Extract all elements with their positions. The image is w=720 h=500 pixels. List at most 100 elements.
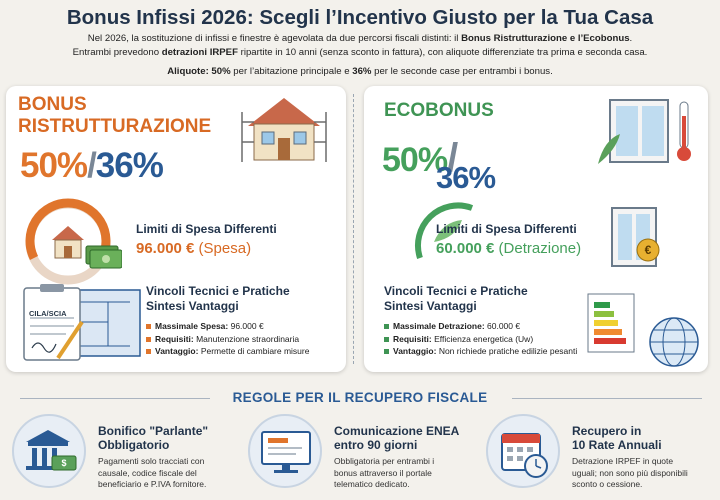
rule-text: Detrazione IRPEF in quote uguali; non son… <box>572 456 688 491</box>
ecobonus-card: Ecobonus 50%/ 36% € Limiti di Spesa Diff… <box>364 86 708 372</box>
rule-text-line2: uguali; non sono più disponibili <box>572 467 688 478</box>
rules-title: Regole per il Recupero Fiscale <box>232 390 488 405</box>
advantages-list: Massimale Spesa: 96.000 € Requisiti: Man… <box>146 320 309 358</box>
svg-text:$: $ <box>61 458 66 468</box>
rule-heading: Comunicazione ENEA entro 90 giorni <box>334 424 459 452</box>
rate-secondary: 36% <box>436 160 496 195</box>
rule-heading: Bonifico "Parlante" Obbligatorio <box>98 424 208 452</box>
list-item: Requisiti: Efficienza energetica (Uw) <box>384 333 577 346</box>
rule-item-enea: Comunicazione ENEA entro 90 giorni Obblig… <box>248 414 478 500</box>
intro-line1-a: Nel 2026, la sostituzione di infissi e f… <box>87 33 462 44</box>
rates-b: per l’abitazione principale e <box>230 66 353 77</box>
rates-a: Aliquote: 50% <box>167 66 231 77</box>
bullet-key: Requisiti: <box>393 333 432 344</box>
bullet-key: Massimale Detrazione: <box>393 321 485 331</box>
spending-ring-icon <box>25 198 122 285</box>
svg-text:€: € <box>645 243 652 257</box>
rule-heading-line1: Bonifico "Parlante" <box>98 424 209 438</box>
rate-separator: / <box>447 136 458 180</box>
bonus-ristrutturazione-card: Bonus Ristrutturazione 50%/36% Limiti di… <box>6 86 346 372</box>
rule-text-line1: Obbligatoria per entrambi i <box>334 456 435 466</box>
rule-text-line3: beneficiario e P.IVA fornitore. <box>98 479 207 489</box>
rule-heading: Recupero in 10 Rate Annuali <box>572 424 662 452</box>
rate-secondary: 36% <box>95 146 164 185</box>
card-title: Ecobonus <box>384 100 494 121</box>
rule-text: Obbligatoria per entrambi i bonus attrave… <box>334 456 434 491</box>
list-item: Vantaggio: Non richiede pratiche edilizi… <box>384 345 577 358</box>
rule-text-line2: bonus attraverso il portale <box>334 467 432 478</box>
rule-heading-line1: Recupero in <box>572 424 642 438</box>
rule-circle <box>12 414 86 488</box>
spending-limit-note: (Detrazione) <box>494 240 582 257</box>
vincoli-title-line2: Sintesi Vantaggi <box>384 299 477 313</box>
rates-d: per le seconde case per entrambi i bonus… <box>371 66 553 77</box>
bullet-key: Requisiti: <box>155 333 194 344</box>
limits-title: Limiti di Spesa Differenti <box>136 222 277 236</box>
rates-line: Aliquote: 50% per l’abitazione principal… <box>0 66 720 77</box>
cards-divider <box>353 94 354 364</box>
rates-percent: 50%/36% <box>20 146 164 186</box>
intro-line2-bold: detrazioni IRPEF <box>161 47 238 58</box>
rate-primary: 50% <box>382 141 448 179</box>
vincoli-title-line1: Vincoli Tecnici e Pratiche <box>384 284 528 298</box>
rates-percent: 50%/ <box>382 136 458 181</box>
spending-limit-value: 96.000 € <box>136 240 195 257</box>
list-item: Vantaggio: Permette di cambiare misure <box>146 345 309 358</box>
rule-text-line3: telematico dedicato. <box>334 479 410 489</box>
bullet-value: 96.000 € <box>228 321 264 331</box>
window-thermometer-icon <box>598 99 691 164</box>
limits-title: Limiti di Spesa Differenti <box>436 222 577 236</box>
rule-text: Pagamenti solo tracciati con causale, cod… <box>98 456 206 491</box>
vincoli-title: Vincoli Tecnici e Pratiche Sintesi Vantag… <box>384 284 528 314</box>
document-label: CILA/SCIA <box>29 309 67 318</box>
intro-line1-end: . <box>629 33 633 44</box>
house-scaffold-icon <box>241 98 327 162</box>
card-title: Bonus Ristrutturazione <box>18 94 211 138</box>
bullet-key: Vantaggio: <box>155 346 199 357</box>
rate-primary: 50% <box>20 146 88 185</box>
spending-limit-value: 60.000 € <box>436 240 495 257</box>
list-item: Requisiti: Manutenzione straordinaria <box>146 333 309 346</box>
rule-text-line1: Detrazione IRPEF in quote <box>572 456 674 466</box>
rule-heading-line1: Comunicazione ENEA <box>334 424 460 438</box>
energy-rating-icon <box>587 293 699 367</box>
spending-limit-note: (Spesa) <box>194 240 252 257</box>
rule-text-line1: Pagamenti solo tracciati con <box>98 456 205 466</box>
rules-line-right <box>512 398 702 399</box>
window-euro-icon: € <box>611 207 660 267</box>
list-item: Massimale Spesa: 96.000 € <box>146 320 309 333</box>
intro-line1-bold: Bonus Ristrutturazione e l’Ecobonus <box>461 33 630 44</box>
bullet-value: Manutenzione straordinaria <box>193 333 300 344</box>
rule-text-line2: causale, codice fiscale del <box>98 467 197 478</box>
list-item: Massimale Detrazione: 60.000 € <box>384 320 577 333</box>
bullet-value: Efficienza energetica (Uw) <box>431 333 534 344</box>
bullet-key: Vantaggio: <box>393 346 437 357</box>
rule-text-line3: sconto o cessione. <box>572 479 643 489</box>
bullet-value: 60.000 € <box>484 321 521 331</box>
rule-heading-line2: Obbligatorio <box>98 438 170 452</box>
vincoli-title-line1: Vincoli Tecnici e Pratiche <box>146 284 290 298</box>
vincoli-title-line2: Sintesi Vantaggi <box>146 299 239 313</box>
rules-line-left <box>20 398 210 399</box>
bullet-key: Massimale Spesa: <box>155 321 229 331</box>
rule-heading-line2: entro 90 giorni <box>334 438 418 452</box>
rates-c: 36% <box>352 66 372 77</box>
bullet-value: Non richiede pratiche edilizie pesanti <box>436 346 578 357</box>
leaf-arc-icon <box>415 202 474 259</box>
rule-heading-line2: 10 Rate Annuali <box>572 438 662 452</box>
computer-icon <box>261 431 311 473</box>
bullet-value: Permette di cambiare misure <box>198 346 310 357</box>
rule-item-bonifico: $ Bonifico "Parlante" Obbligatorio Pagame… <box>12 414 232 500</box>
card-title-line1: Bonus <box>18 94 87 115</box>
page-title: Bonus Infissi 2026: Scegli l’Incentivo G… <box>66 6 654 29</box>
rate-separator: / <box>87 146 97 185</box>
vincoli-title: Vincoli Tecnici e Pratiche Sintesi Vantag… <box>146 284 290 314</box>
spending-limit: 96.000 € (Spesa) <box>136 240 251 258</box>
spending-limit: 60.000 € (Detrazione) <box>436 240 581 258</box>
intro-text: Nel 2026, la sostituzione di infissi e f… <box>22 32 698 60</box>
bank-icon: $ <box>26 430 77 471</box>
intro-line2-a: Entrambi prevedono <box>72 47 162 58</box>
document-blueprint-icon <box>23 284 141 361</box>
cash-stack-icon <box>85 245 122 269</box>
rule-item-rate: Recupero in 10 Rate Annuali Detrazione IR… <box>486 414 716 500</box>
